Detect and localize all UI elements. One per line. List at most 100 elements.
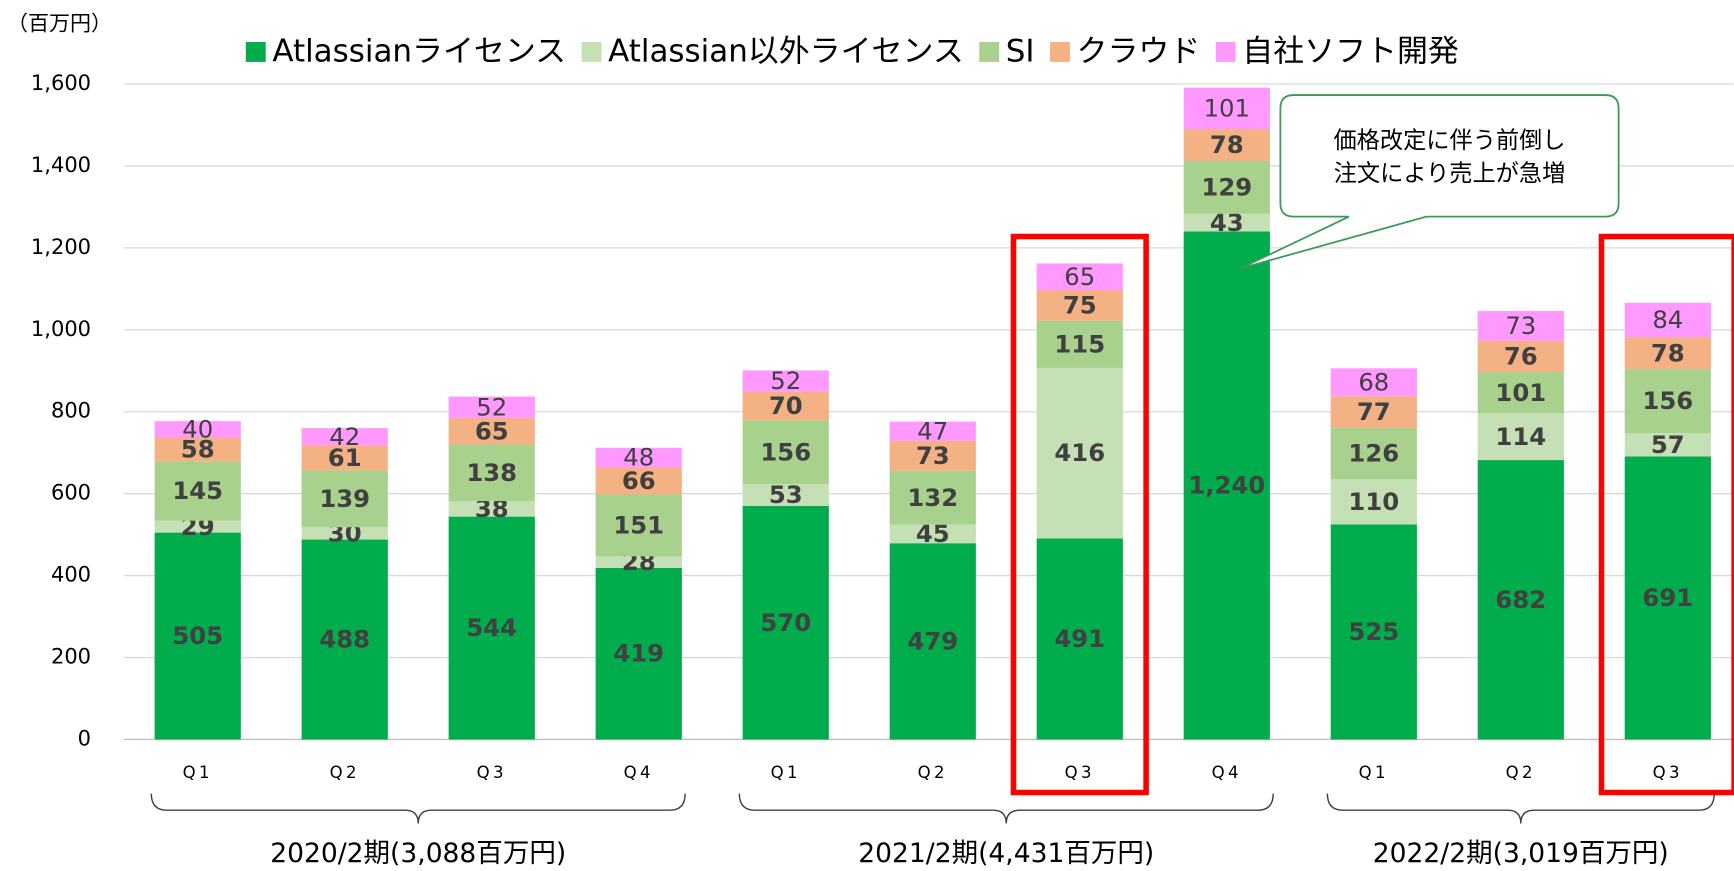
bar-segment [448, 396, 535, 418]
data-label: 156 [760, 437, 811, 466]
bar-segment [595, 494, 682, 557]
data-label: 126 [1348, 439, 1399, 468]
y-tick-label: 600 [51, 481, 91, 505]
data-label: 40 [182, 414, 213, 443]
data-label: 65 [1064, 262, 1095, 291]
x-tick-label: Q4 [1212, 763, 1242, 782]
y-tick-label: 1,200 [31, 235, 91, 259]
group-brace [1326, 793, 1715, 824]
bar-segment [1477, 413, 1564, 461]
bar-segment [1477, 371, 1564, 414]
bar-segment [1330, 427, 1417, 480]
group-label: 2021/2期(4,431百万円) [858, 838, 1154, 869]
y-tick-label: 1,400 [31, 153, 91, 177]
bar-segment [742, 505, 829, 740]
data-label: 570 [760, 608, 811, 637]
bar-segment [595, 567, 682, 740]
data-label: 73 [1505, 311, 1536, 340]
data-label: 151 [613, 511, 664, 540]
data-label: 66 [622, 466, 656, 495]
data-label: 525 [1348, 617, 1399, 646]
data-label: 416 [1054, 438, 1105, 467]
bar-segment [595, 556, 682, 568]
bar-segment [595, 467, 682, 495]
bar-segment [889, 543, 976, 740]
data-label: 132 [907, 483, 958, 512]
highlight-box [1010, 233, 1149, 796]
bar-segment [1624, 433, 1711, 457]
bar-segment [595, 447, 682, 468]
y-tick-label: 1,000 [31, 317, 91, 341]
data-label: 53 [769, 480, 803, 509]
data-label: 76 [1504, 342, 1538, 371]
data-label: 78 [1210, 130, 1244, 159]
data-label: 479 [907, 626, 958, 655]
bar-segment [889, 524, 976, 544]
x-tick-label: Q2 [330, 763, 360, 782]
bar-segment [742, 420, 829, 485]
data-label: 156 [1642, 386, 1693, 415]
x-tick-label: Q1 [1359, 763, 1389, 782]
bar-segment [1330, 396, 1417, 428]
data-label: 48 [623, 443, 654, 472]
data-label: 70 [769, 391, 803, 420]
bar-segment [1477, 310, 1564, 341]
data-label: 114 [1495, 422, 1546, 451]
data-label: 129 [1201, 173, 1252, 202]
data-label: 145 [172, 476, 223, 505]
data-label: 138 [466, 458, 517, 487]
bar-segment [1624, 369, 1711, 434]
y-tick-label: 200 [51, 645, 91, 669]
x-tick-label: Q2 [918, 763, 948, 782]
data-label: 101 [1495, 378, 1546, 407]
bar-segment [742, 484, 829, 506]
bar-segment [154, 520, 241, 533]
y-tick-label: 1,600 [31, 71, 91, 95]
data-label: 682 [1495, 585, 1546, 614]
bar-segment [154, 532, 241, 740]
bar-segment [1183, 129, 1270, 162]
data-label: 110 [1348, 487, 1399, 516]
data-label: 58 [181, 435, 215, 464]
legend-label: 自社ソフト開発 [1242, 34, 1459, 70]
bar-segment [301, 445, 388, 471]
data-label: 52 [476, 392, 507, 421]
data-label: 84 [1652, 305, 1683, 334]
data-label: 505 [172, 621, 223, 650]
data-label: 139 [319, 484, 370, 513]
bar-segment [889, 440, 976, 471]
legend-swatch [979, 42, 1000, 62]
data-label: 61 [328, 443, 362, 472]
x-tick-label: Q3 [1653, 763, 1683, 782]
bar-segment [448, 444, 535, 502]
data-label: 73 [916, 441, 950, 470]
bar-segment [889, 470, 976, 525]
data-label: 1,240 [1188, 471, 1265, 500]
bar-segment [1624, 456, 1711, 740]
bar-segment [1183, 213, 1270, 232]
y-tick-label: 0 [78, 726, 91, 750]
bar-segment [301, 428, 388, 446]
legend-label: Atlassianライセンス [272, 34, 566, 70]
x-tick-label: Q4 [624, 763, 654, 782]
data-label: 101 [1204, 93, 1250, 122]
bar-segment [1036, 538, 1123, 740]
legend-label: SI [1006, 34, 1035, 70]
bar-segment [1330, 368, 1417, 397]
data-label: 57 [1651, 430, 1685, 459]
data-label: 42 [329, 422, 360, 451]
bar-segment [1036, 367, 1123, 539]
legend-swatch [1215, 42, 1236, 62]
data-label: 491 [1054, 624, 1105, 653]
callout-text: 価格改定に伴う前倒し [1333, 127, 1565, 154]
x-tick-label: Q3 [477, 763, 507, 782]
bar-segment [448, 417, 535, 445]
data-label: 77 [1357, 397, 1391, 426]
x-tick-label: Q1 [183, 763, 213, 782]
data-label: 68 [1358, 367, 1389, 396]
callout [1239, 94, 1620, 270]
bar-segment [301, 539, 388, 740]
x-tick-label: Q3 [1065, 763, 1095, 782]
group-brace [738, 793, 1274, 824]
